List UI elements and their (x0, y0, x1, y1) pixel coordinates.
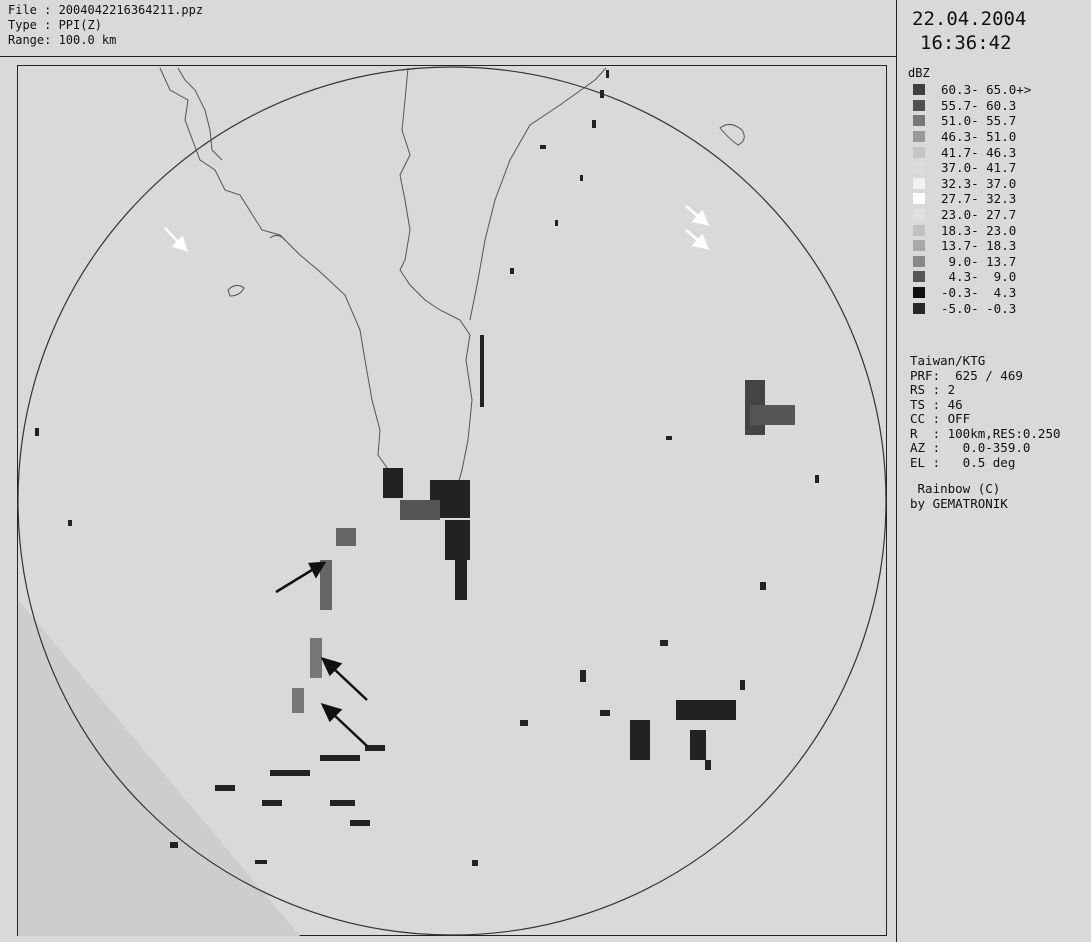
ts-line: TS : 46 (910, 396, 963, 412)
legend-row: -5.0- -0.3 (908, 300, 1031, 316)
scan-time: 16:36:42 (920, 32, 1012, 54)
credit-line-1: Rainbow (C) (910, 481, 1001, 496)
arrow-annotation (685, 205, 710, 226)
arrow-annotation (320, 657, 368, 701)
arrow-annotation (275, 561, 327, 594)
legend-row: 37.0- 41.7 (908, 160, 1031, 176)
out-of-range-shade (18, 600, 300, 936)
software-credit: Rainbow (C) by GEMATRONIK (910, 481, 1008, 511)
legend-swatch (913, 271, 925, 283)
arrow-annotation (320, 703, 368, 747)
legend-row: 46.3- 51.0 (908, 129, 1031, 145)
legend-range-label: 32.3- 37.0 (941, 175, 1017, 191)
legend-row: 13.7- 18.3 (908, 238, 1031, 254)
legend-range-label: -0.3- 4.3 (941, 285, 1017, 301)
legend-swatch (913, 84, 925, 96)
legend-range-label: 13.7- 18.3 (941, 238, 1017, 254)
azimuth-line: AZ : 0.0-359.0 (910, 440, 1031, 455)
legend-row: 51.0- 55.7 (908, 113, 1031, 129)
legend-swatch (913, 209, 925, 221)
legend-swatch (913, 193, 925, 205)
arrow-annotation (164, 227, 188, 252)
legend-row: 27.7- 32.3 (908, 191, 1031, 207)
credit-line-2: by GEMATRONIK (910, 495, 1008, 511)
legend-swatch (913, 146, 925, 158)
legend-row: 23.0- 27.7 (908, 207, 1031, 223)
cc-line: CC : OFF (910, 411, 971, 426)
legend-row: 4.3- 9.0 (908, 269, 1031, 285)
legend-rows: 60.3- 65.0+> 55.7- 60.3 51.0- 55.7 46.3- 51… (908, 82, 1031, 316)
legend-row: 32.3- 37.0 (908, 176, 1031, 192)
radar-echoes (35, 70, 819, 866)
legend-row: 55.7- 60.3 (908, 98, 1031, 114)
scan-type-line: Type : PPI(Z) (8, 18, 102, 32)
legend-swatch (913, 115, 925, 127)
legend-range-label: -5.0- -0.3 (941, 300, 1017, 316)
legend-range-label: 46.3- 51.0 (941, 129, 1017, 145)
legend-swatch (913, 162, 925, 174)
range-res-line: R : 100km,RES:0.250 (910, 425, 1061, 441)
legend-range-label: 37.0- 41.7 (941, 160, 1017, 176)
arrow-annotation (685, 229, 710, 250)
legend-range-label: 27.7- 32.3 (941, 191, 1017, 207)
legend-row: -0.3- 4.3 (908, 285, 1031, 301)
legend-swatch (913, 287, 925, 299)
dbz-legend: dBZ 60.3- 65.0+> 55.7- 60.3 51.0- 55.7 46.3… (908, 66, 1031, 316)
legend-range-label: 51.0- 55.7 (941, 113, 1017, 129)
legend-range-label: 9.0- 13.7 (941, 253, 1017, 269)
annotation-arrows (164, 205, 710, 747)
legend-range-label: 4.3- 9.0 (941, 269, 1017, 285)
legend-range-label: 60.3- 65.0+> (941, 82, 1032, 98)
file-name-line: File : 2004042216364211.ppz (8, 3, 204, 17)
radar-parameters: Taiwan/KTG PRF: 625 / 469 RS : 2 TS : 46 CC … (910, 353, 1061, 470)
legend-swatch (913, 131, 925, 143)
legend-swatch (913, 99, 925, 111)
range-line: Range: 100.0 km (8, 33, 117, 47)
legend-range-label: 41.7- 46.3 (941, 144, 1017, 160)
legend-swatch (913, 240, 925, 252)
elevation-line: EL : 0.5 deg (910, 454, 1016, 470)
legend-range-label: 23.0- 27.7 (941, 207, 1017, 223)
station-name: Taiwan/KTG (910, 353, 986, 368)
rs-line: RS : 2 (910, 382, 956, 397)
legend-row: 60.3- 65.0+> (908, 82, 1031, 98)
radar-ppi-display (17, 66, 887, 936)
legend-row: 41.7- 46.3 (908, 144, 1031, 160)
scan-date: 22.04.2004 (912, 8, 1027, 30)
coastline (159, 67, 745, 496)
legend-swatch (913, 224, 925, 236)
legend-unit: dBZ (908, 66, 930, 80)
range-ring (17, 66, 887, 936)
legend-swatch (913, 302, 925, 314)
legend-swatch (913, 255, 925, 267)
file-info-header: File : 2004042216364211.ppz Type : PPI(Z… (0, 0, 896, 57)
prf-line: PRF: 625 / 469 (910, 367, 1023, 383)
legend-row: 18.3- 23.0 (908, 222, 1031, 238)
legend-range-label: 18.3- 23.0 (941, 222, 1017, 238)
legend-swatch (913, 177, 925, 189)
legend-range-label: 55.7- 60.3 (941, 97, 1017, 113)
legend-row: 9.0- 13.7 (908, 254, 1031, 270)
panel-divider (896, 0, 897, 942)
